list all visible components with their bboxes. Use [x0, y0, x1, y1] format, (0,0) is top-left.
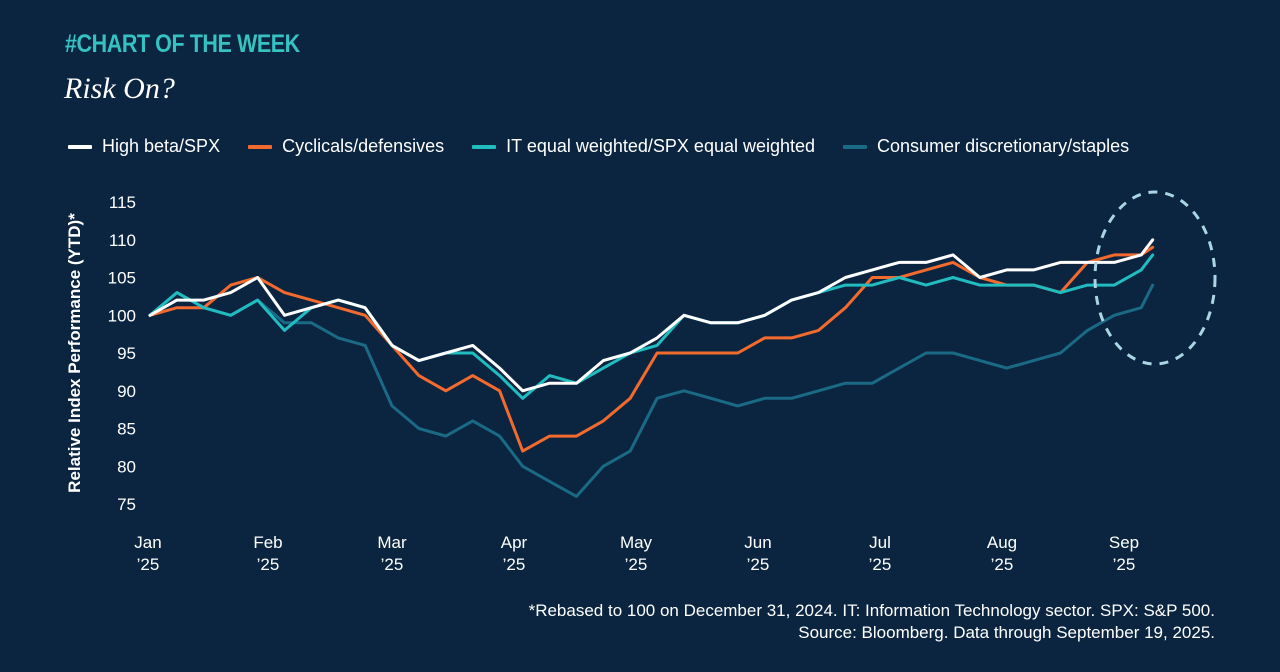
x-tick-month: May	[620, 533, 653, 552]
legend-item-high-beta: High beta/SPX	[68, 136, 220, 157]
annotations	[1093, 190, 1217, 366]
x-tick-month: Mar	[377, 533, 407, 552]
chart-kicker: #CHART OF THE WEEK	[65, 30, 300, 58]
footnote-line-1: *Rebased to 100 on December 31, 2024. IT…	[528, 601, 1215, 620]
x-tick-month: Jun	[744, 533, 771, 552]
footnote: *Rebased to 100 on December 31, 2024. IT…	[529, 600, 1215, 644]
y-axis: 115 110 105 100 95 90 85 80 75	[108, 193, 136, 514]
legend-item-consumer: Consumer discretionary/staples	[843, 136, 1129, 157]
x-tick-year: ’25	[747, 555, 770, 574]
x-tick-year: ’25	[381, 555, 404, 574]
x-tick-month: Sep	[1109, 533, 1139, 552]
legend-item-cyclicals: Cyclicals/defensives	[248, 136, 444, 157]
x-tick-month: Aug	[987, 533, 1017, 552]
series-line-cyclicals	[148, 245, 1155, 453]
x-tick-month: Jan	[134, 533, 161, 552]
x-tick-year: ’25	[991, 555, 1014, 574]
series-line-consumer	[148, 283, 1155, 498]
y-tick-label: 100	[108, 306, 136, 325]
legend-label-high-beta: High beta/SPX	[102, 136, 221, 156]
x-tick-month: Jul	[869, 533, 891, 552]
x-tick-year: ’25	[869, 555, 892, 574]
legend-item-it-equal: IT equal weighted/SPX equal weighted	[472, 136, 815, 157]
y-tick-label: 110	[109, 231, 136, 250]
highlight-ellipse	[1093, 190, 1217, 366]
y-tick-label: 75	[117, 495, 136, 514]
series-line-it-equal	[148, 253, 1155, 400]
x-axis: Jan ’25 Feb ’25 Mar ’25 Apr ’25 May ’25 Jun ’25 Jul ’…	[134, 533, 1139, 574]
chart-legend: High beta/SPX Cyclicals/defensives IT eq…	[68, 136, 1157, 157]
y-tick-label: 90	[117, 382, 136, 401]
y-tick-label: 80	[117, 457, 136, 476]
chart-title: Risk On?	[64, 72, 175, 105]
legend-swatch-it-equal	[472, 144, 497, 149]
x-tick-month: Apr	[501, 533, 528, 552]
x-tick-year: ’25	[137, 555, 160, 574]
legend-label-it-equal: IT equal weighted/SPX equal weighted	[506, 136, 816, 156]
legend-swatch-consumer	[843, 144, 868, 149]
x-tick-year: ’25	[625, 555, 648, 574]
legend-swatch-high-beta	[68, 144, 92, 149]
legend-label-cyclicals: Cyclicals/defensives	[282, 136, 445, 156]
footnote-line-2: Source: Bloomberg. Data through Septembe…	[798, 623, 1215, 642]
x-tick-year: ’25	[257, 555, 280, 574]
legend-label-consumer: Consumer discretionary/staples	[877, 136, 1130, 156]
y-tick-label: 115	[109, 193, 136, 212]
x-tick-year: ’25	[503, 555, 526, 574]
y-tick-label: 105	[108, 269, 136, 288]
y-tick-label: 95	[117, 344, 136, 363]
x-tick-month: Feb	[253, 533, 282, 552]
series-line-high-beta	[148, 238, 1155, 393]
series-lines	[148, 238, 1155, 498]
x-tick-year: ’25	[1113, 555, 1136, 574]
y-axis-title: Relative Index Performance (YTD)*	[65, 213, 84, 493]
y-tick-label: 85	[117, 420, 136, 439]
legend-swatch-cyclicals	[248, 144, 273, 149]
